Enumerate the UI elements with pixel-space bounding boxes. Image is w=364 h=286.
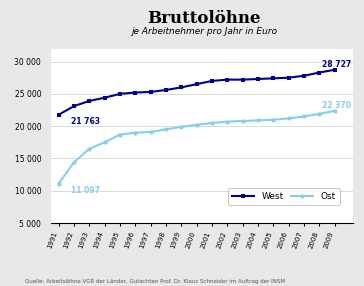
West bbox=[194, 82, 199, 86]
West bbox=[72, 104, 76, 108]
Ost bbox=[133, 131, 138, 134]
Text: 11 097: 11 097 bbox=[71, 186, 100, 195]
West bbox=[133, 91, 138, 94]
Ost bbox=[302, 115, 306, 118]
Ost bbox=[317, 112, 321, 116]
West bbox=[118, 92, 122, 96]
Ost bbox=[225, 120, 230, 123]
Ost bbox=[118, 133, 122, 136]
Ost bbox=[271, 118, 276, 122]
Legend: West, Ost: West, Ost bbox=[228, 188, 340, 204]
Ost bbox=[332, 109, 337, 113]
Ost bbox=[56, 182, 61, 185]
West bbox=[56, 113, 61, 116]
Ost bbox=[102, 141, 107, 144]
West bbox=[225, 78, 230, 81]
Text: 28 727: 28 727 bbox=[323, 60, 352, 69]
Ost bbox=[286, 117, 291, 120]
Line: Ost: Ost bbox=[56, 109, 337, 186]
West bbox=[210, 79, 214, 83]
Text: Quelle: Arbeitslöhne VGR der Länder, Gutachten Prof. Dr. Klaus Schneider im Auft: Quelle: Arbeitslöhne VGR der Länder, Gut… bbox=[25, 279, 285, 283]
Ost bbox=[256, 119, 260, 122]
Ost bbox=[72, 161, 76, 164]
West bbox=[332, 68, 337, 72]
Text: 22 370: 22 370 bbox=[323, 101, 351, 110]
Ost bbox=[210, 121, 214, 125]
Ost bbox=[149, 130, 153, 134]
Line: West: West bbox=[56, 68, 337, 117]
West bbox=[164, 88, 168, 92]
West bbox=[87, 99, 91, 103]
Ost bbox=[164, 128, 168, 131]
West bbox=[286, 76, 291, 80]
West bbox=[317, 71, 321, 74]
Ost bbox=[87, 147, 91, 150]
Ost bbox=[194, 123, 199, 127]
Ost bbox=[179, 125, 183, 128]
Text: Bruttolöhne: Bruttolöhne bbox=[147, 10, 261, 27]
Ost bbox=[241, 119, 245, 123]
West bbox=[256, 77, 260, 81]
West bbox=[241, 78, 245, 81]
Text: je Arbeitnehmer pro Jahr in Euro: je Arbeitnehmer pro Jahr in Euro bbox=[131, 27, 277, 36]
West bbox=[302, 74, 306, 78]
West bbox=[179, 86, 183, 89]
West bbox=[102, 96, 107, 100]
Text: 21 763: 21 763 bbox=[71, 117, 100, 126]
West bbox=[271, 77, 276, 80]
West bbox=[149, 90, 153, 94]
